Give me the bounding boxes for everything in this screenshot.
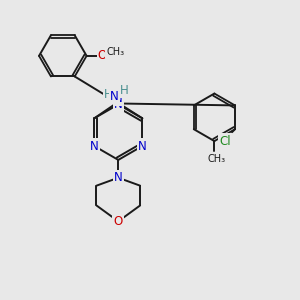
Text: CH₃: CH₃ [106, 47, 124, 57]
Text: N: N [114, 98, 123, 111]
Text: N: N [114, 171, 123, 184]
Text: H: H [104, 88, 113, 101]
Text: Cl: Cl [219, 135, 231, 148]
Text: H: H [120, 84, 128, 97]
Text: N: N [138, 140, 147, 152]
Text: N: N [90, 140, 99, 152]
Text: N: N [114, 92, 123, 105]
Text: O: O [98, 50, 107, 62]
Text: O: O [114, 215, 123, 228]
Text: CH₃: CH₃ [207, 154, 225, 164]
Text: N: N [110, 90, 118, 103]
